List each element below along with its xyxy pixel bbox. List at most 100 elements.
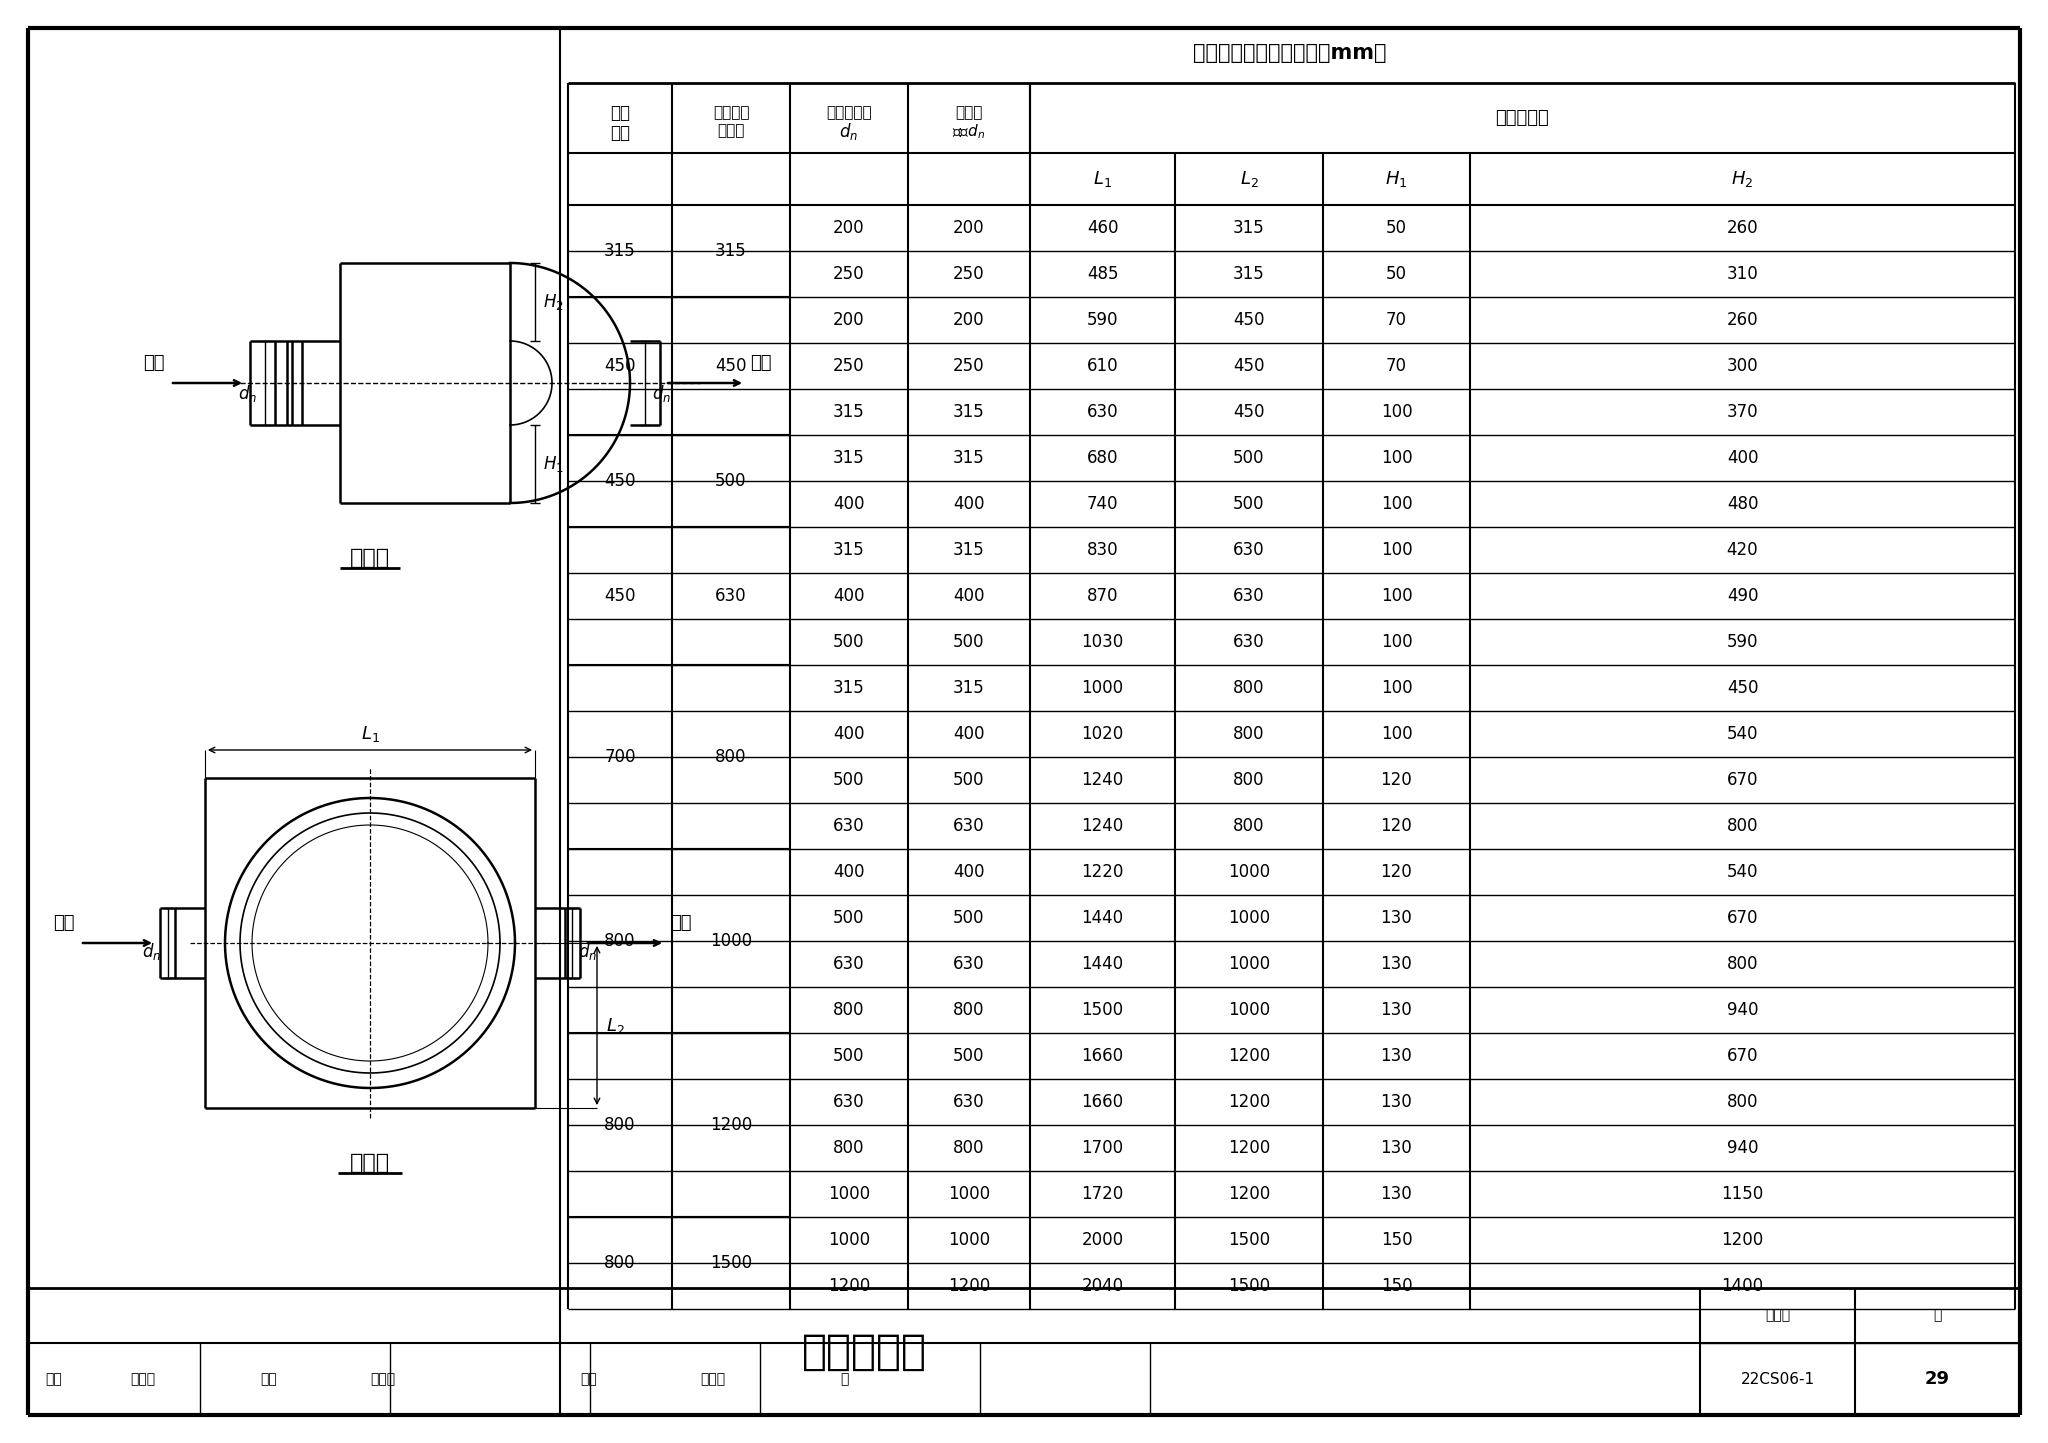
- Text: 630: 630: [952, 1092, 985, 1111]
- Text: 50: 50: [1386, 266, 1407, 283]
- Text: 490: 490: [1726, 587, 1759, 605]
- Text: $d_n$: $d_n$: [238, 382, 258, 404]
- Text: $d_n$: $d_n$: [578, 941, 598, 961]
- Text: 300: 300: [1726, 356, 1759, 375]
- Text: 500: 500: [834, 771, 864, 789]
- Text: 1220: 1220: [1081, 863, 1124, 882]
- Text: 100: 100: [1380, 724, 1413, 743]
- Text: 315: 315: [834, 680, 864, 697]
- Text: 井底座尺寸: 井底座尺寸: [1495, 110, 1550, 127]
- Text: 150: 150: [1380, 1231, 1413, 1250]
- Text: 250: 250: [834, 266, 864, 283]
- Text: 740: 740: [1087, 495, 1118, 514]
- Text: 460: 460: [1087, 219, 1118, 237]
- Text: 830: 830: [1087, 541, 1118, 558]
- Text: 立面图: 立面图: [350, 548, 389, 569]
- Text: 70: 70: [1386, 312, 1407, 329]
- Text: 315: 315: [834, 541, 864, 558]
- Text: 310: 310: [1726, 266, 1759, 283]
- Text: 1200: 1200: [1229, 1092, 1270, 1111]
- Text: 1000: 1000: [711, 932, 752, 949]
- Text: 1500: 1500: [711, 1254, 752, 1271]
- Text: 1000: 1000: [827, 1231, 870, 1250]
- Text: 出水管: 出水管: [954, 105, 983, 121]
- Text: 400: 400: [952, 724, 985, 743]
- Text: 200: 200: [952, 312, 985, 329]
- Text: 400: 400: [834, 863, 864, 882]
- Text: 1000: 1000: [1229, 909, 1270, 926]
- Text: $L_1$: $L_1$: [1094, 169, 1112, 189]
- Text: 670: 670: [1726, 909, 1759, 926]
- Text: 500: 500: [952, 771, 985, 789]
- Text: 630: 630: [1233, 587, 1266, 605]
- Text: 120: 120: [1380, 863, 1413, 882]
- Text: 1400: 1400: [1722, 1277, 1763, 1294]
- Text: 400: 400: [834, 587, 864, 605]
- Text: 100: 100: [1380, 680, 1413, 697]
- Text: 800: 800: [604, 1115, 635, 1134]
- Text: 800: 800: [715, 747, 748, 766]
- Text: 500: 500: [715, 472, 748, 491]
- Text: 100: 100: [1380, 449, 1413, 468]
- Text: 800: 800: [1233, 724, 1266, 743]
- Text: 1720: 1720: [1081, 1185, 1124, 1203]
- Text: 610: 610: [1087, 356, 1118, 375]
- Text: 250: 250: [952, 266, 985, 283]
- Text: 120: 120: [1380, 771, 1413, 789]
- Text: 450: 450: [1726, 680, 1759, 697]
- Text: 630: 630: [834, 817, 864, 835]
- Text: 800: 800: [952, 1139, 985, 1157]
- Text: 200: 200: [952, 219, 985, 237]
- Text: 外径: 外径: [610, 124, 631, 141]
- Text: 630: 630: [715, 587, 748, 605]
- Text: 450: 450: [1233, 356, 1266, 375]
- Text: 400: 400: [952, 587, 985, 605]
- Text: 315: 315: [715, 242, 748, 260]
- Text: 陈茂盛: 陈茂盛: [371, 1372, 395, 1385]
- Text: 平面图: 平面图: [350, 1153, 389, 1173]
- Text: 800: 800: [604, 932, 635, 949]
- Text: 1000: 1000: [1229, 1001, 1270, 1019]
- Text: 630: 630: [834, 1092, 864, 1111]
- Text: 100: 100: [1380, 587, 1413, 605]
- Text: $L_1$: $L_1$: [360, 724, 379, 745]
- Text: 100: 100: [1380, 541, 1413, 558]
- Text: 500: 500: [952, 1048, 985, 1065]
- Text: 260: 260: [1726, 219, 1759, 237]
- Text: 400: 400: [834, 495, 864, 514]
- Text: 2000: 2000: [1081, 1231, 1124, 1250]
- Text: 800: 800: [952, 1001, 985, 1019]
- Text: 1200: 1200: [1229, 1048, 1270, 1065]
- Text: 50: 50: [1386, 219, 1407, 237]
- Text: 870: 870: [1087, 587, 1118, 605]
- Text: 进水管外径: 进水管外径: [825, 105, 872, 121]
- Text: 450: 450: [604, 356, 635, 375]
- Text: 400: 400: [834, 724, 864, 743]
- Text: 450: 450: [715, 356, 748, 375]
- Text: 管志锋: 管志锋: [700, 1372, 725, 1385]
- Text: 450: 450: [1233, 312, 1266, 329]
- Text: $d_n$: $d_n$: [653, 382, 672, 404]
- Text: 315: 315: [1233, 219, 1266, 237]
- Text: 1240: 1240: [1081, 771, 1124, 789]
- Text: 500: 500: [952, 909, 985, 926]
- Text: 940: 940: [1726, 1139, 1759, 1157]
- Text: 100: 100: [1380, 403, 1413, 421]
- Text: 500: 500: [952, 633, 985, 651]
- Text: 100: 100: [1380, 495, 1413, 514]
- Text: 315: 315: [952, 680, 985, 697]
- Text: 200: 200: [834, 312, 864, 329]
- Text: 500: 500: [1233, 495, 1266, 514]
- Text: 800: 800: [834, 1001, 864, 1019]
- Text: 450: 450: [604, 587, 635, 605]
- Text: 进水: 进水: [53, 913, 76, 932]
- Text: 400: 400: [952, 495, 985, 514]
- Text: 1000: 1000: [1229, 955, 1270, 973]
- Text: 1200: 1200: [948, 1277, 989, 1294]
- Text: 1200: 1200: [1229, 1185, 1270, 1203]
- Text: 70: 70: [1386, 356, 1407, 375]
- Text: 直通井井底座规格尺寸（mm）: 直通井井底座规格尺寸（mm）: [1194, 43, 1386, 63]
- Text: $H_1$: $H_1$: [543, 455, 563, 473]
- Text: 1000: 1000: [1081, 680, 1124, 697]
- Text: 130: 130: [1380, 909, 1413, 926]
